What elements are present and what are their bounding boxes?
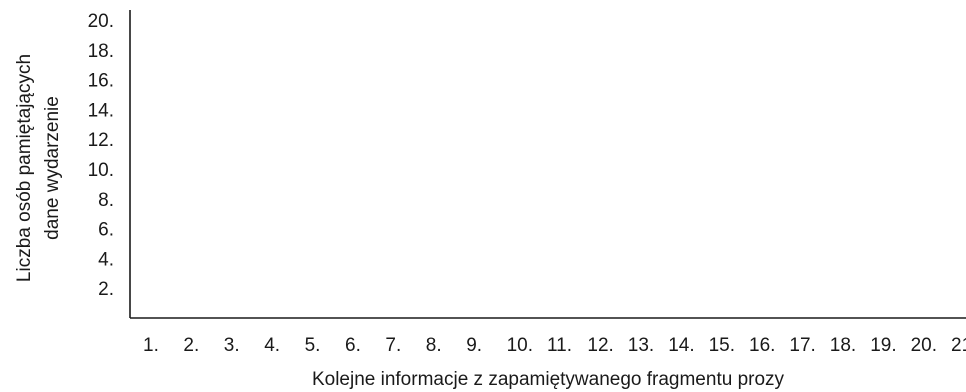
x-tick-label: 16. <box>749 335 775 356</box>
x-tick-label: 12. <box>587 335 613 356</box>
x-tick-label: 6. <box>345 335 361 356</box>
y-tick-label: 20. <box>88 11 114 32</box>
x-tick-label: 18. <box>830 335 856 356</box>
y-axis-title-line: dane wydarzenie <box>42 96 63 240</box>
x-tick-label: 4. <box>264 335 280 356</box>
y-tick-label: 12. <box>88 130 114 151</box>
y-tick-label: 14. <box>88 100 114 121</box>
x-tick-label: 8. <box>426 335 442 356</box>
x-axis-title: Kolejne informacje z zapamiętywanego fra… <box>312 369 785 390</box>
x-tick-label: 14. <box>668 335 694 356</box>
x-tick-label: 13. <box>628 335 654 356</box>
x-axis-ticks: 1. 2. 3. 4. 5. 6. 7. 8. 9. 10. 11. 12. 13. 14. 15. 16. 1… <box>143 335 966 356</box>
x-tick-label: 21. <box>951 335 966 356</box>
x-tick-label: 17. <box>789 335 815 356</box>
y-tick-label: 6. <box>98 220 114 241</box>
x-tick-label: 9. <box>466 335 482 356</box>
x-tick-label: 5. <box>305 335 321 356</box>
y-axis-ticks: 2. 4. 6. 8. 10. 12. 14. 16. 18. 20. <box>88 11 114 300</box>
y-tick-label: 10. <box>88 160 114 181</box>
x-tick-label: 3. <box>224 335 240 356</box>
x-tick-label: 2. <box>183 335 199 356</box>
y-tick-label: 8. <box>98 190 114 211</box>
x-tick-label: 11. <box>547 335 572 356</box>
x-tick-label: 20. <box>911 335 937 356</box>
x-tick-label: 7. <box>385 335 401 356</box>
y-axis-title-line: Liczba osób pamiętających <box>14 54 35 282</box>
x-tick-label: 10. <box>507 335 533 356</box>
y-axis-title: Liczba osób pamiętających dane wydarzenie <box>14 54 63 282</box>
y-tick-label: 16. <box>88 71 114 92</box>
x-tick-label: 19. <box>870 335 896 356</box>
y-tick-label: 2. <box>98 279 114 300</box>
x-tick-label: 15. <box>709 335 735 356</box>
x-tick-label: 1. <box>143 335 159 356</box>
y-tick-label: 18. <box>88 41 114 62</box>
y-tick-label: 4. <box>98 249 114 270</box>
